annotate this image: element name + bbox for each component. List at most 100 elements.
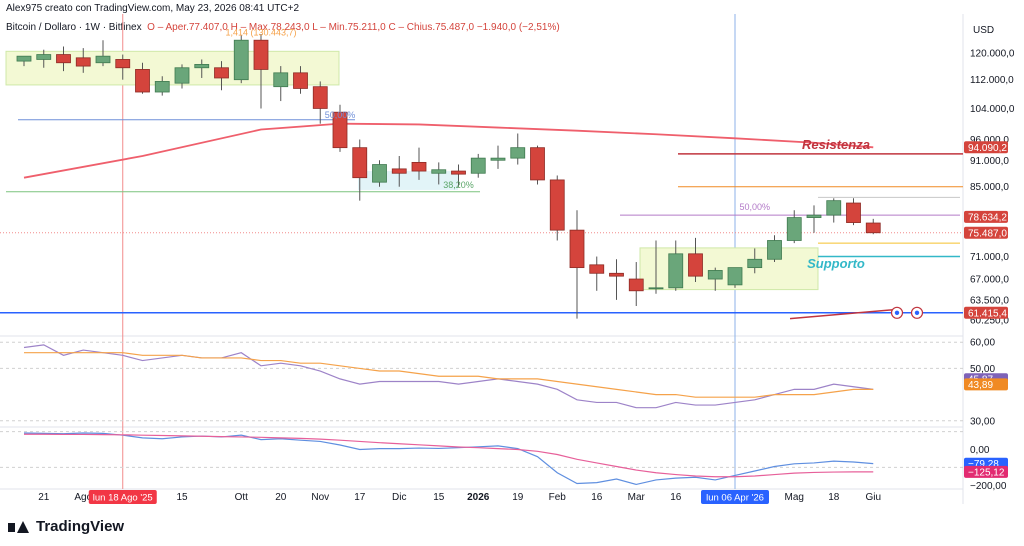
- time-tick-label: 16: [591, 492, 603, 503]
- candle-body: [668, 253, 684, 289]
- price-tag: 61.415,4: [968, 308, 1007, 319]
- candle-body: [727, 267, 743, 286]
- rsi-tick-label: 30,00: [970, 416, 995, 427]
- crosshair-date-label: lun 06 Apr '26: [706, 493, 764, 504]
- chart-header-creator: Alex975 creato con TradingView.com, May …: [6, 3, 300, 14]
- time-tick-label: Ott: [235, 492, 249, 503]
- annotation-label: 1,414 (130.443,7): [225, 28, 296, 38]
- candle-body: [510, 147, 526, 159]
- candle-body: [214, 67, 229, 79]
- cci-ma-line: [24, 433, 874, 478]
- event-flag-icon: [914, 310, 920, 316]
- candle-body: [411, 161, 427, 172]
- time-tick-label: 19: [512, 492, 524, 503]
- price-tag-bg: [964, 226, 1008, 239]
- time-tick-label: 17: [354, 492, 366, 503]
- candle-body: [688, 253, 703, 277]
- rsi-tick-label: 60,00: [970, 338, 995, 349]
- candle-body: [589, 264, 605, 274]
- candle-body: [75, 57, 91, 67]
- candle-body: [372, 164, 387, 183]
- candle-body: [609, 272, 624, 277]
- time-tick-label: Dic: [392, 492, 406, 503]
- ema-line: [23, 122, 874, 179]
- candle-body: [786, 217, 802, 241]
- price-tick-label: 67.000,0: [970, 275, 1009, 286]
- candle-body: [431, 169, 447, 174]
- time-tick-label: Ago: [74, 492, 92, 503]
- time-tick-label: Giu: [865, 492, 881, 503]
- candle-body: [767, 240, 782, 260]
- candle-body: [273, 72, 289, 88]
- candle-body: [530, 147, 545, 181]
- candle-body: [470, 157, 486, 174]
- crosshair-date-label: lun 18 Ago '25: [93, 493, 153, 504]
- price-tag-bg: [964, 210, 1008, 223]
- price-tick-label: 91.000,0: [970, 156, 1009, 167]
- time-tick-label: 15: [433, 492, 445, 503]
- cci-tick-label: 0,00: [970, 445, 990, 456]
- candle-body: [16, 55, 32, 62]
- cci-tag: −79,28: [968, 459, 999, 470]
- rsi-tick-label: 50,00: [970, 364, 995, 375]
- candle-body: [569, 229, 585, 269]
- chart-header-ohlc: Bitcoin / Dollaro · 1W · Bitfinex O – Ap…: [6, 22, 560, 33]
- candle-body: [174, 67, 190, 84]
- time-tick-label: Nov: [311, 492, 329, 503]
- price-tag-bg: [964, 306, 1008, 319]
- time-tick-label: 21: [38, 492, 50, 503]
- candle-body: [391, 168, 407, 174]
- time-tick-label: 18: [828, 492, 840, 503]
- time-tick-label: 15: [176, 492, 188, 503]
- candle-body: [135, 69, 150, 93]
- candle-body: [648, 287, 664, 290]
- time-tick-label: 20: [275, 492, 287, 503]
- price-tick-label: 104.000,0: [970, 104, 1015, 115]
- candle-body: [293, 72, 308, 89]
- candle-body: [826, 200, 842, 216]
- candle-body: [846, 202, 861, 223]
- price-tag: 78.634,2: [968, 212, 1007, 223]
- brand-label: TradingView: [36, 518, 125, 535]
- candle-body: [707, 270, 723, 280]
- price-tag: 75.487,0: [968, 228, 1007, 239]
- cci-tag: −125,12: [968, 467, 1005, 478]
- candle-body: [194, 64, 210, 69]
- cci-tick-label: −200,00: [970, 481, 1007, 492]
- price-axis-unit: USD: [973, 25, 994, 36]
- crosshair-date-bg: [701, 490, 769, 504]
- rsi-tag: 43,89: [968, 380, 993, 391]
- candle-body: [628, 278, 644, 292]
- time-tick-label: Feb: [549, 492, 567, 503]
- rsi-line: [23, 344, 874, 409]
- candle-body: [36, 54, 52, 60]
- time-tick-label: Mag: [785, 492, 804, 503]
- event-flag-icon: [894, 310, 900, 316]
- candle-body: [865, 222, 881, 234]
- time-tick-label: Mar: [628, 492, 646, 503]
- candle-body: [332, 111, 348, 149]
- annotation-label: 50,00%: [739, 202, 770, 212]
- price-tick-label: 85.000,0: [970, 182, 1009, 193]
- time-tick-label: 2026: [467, 492, 490, 503]
- candle-body: [490, 157, 506, 161]
- price-tick-label: 120.000,0: [970, 48, 1015, 59]
- annotation-label: 50,00%: [325, 110, 356, 120]
- candle-body: [253, 39, 269, 70]
- symbol-label[interactable]: Bitcoin / Dollaro · 1W · Bitfinex: [6, 22, 142, 33]
- candle-body: [312, 86, 328, 109]
- candle-body: [56, 54, 71, 64]
- candle-body: [352, 147, 368, 179]
- time-tick-label: 16: [670, 492, 682, 503]
- candle-body: [154, 81, 170, 93]
- price-tick-label: 60.250,0: [970, 316, 1009, 327]
- rsi-ma-line: [24, 352, 874, 398]
- candle-body: [806, 214, 822, 218]
- annotation-label: Resistenza: [802, 137, 870, 152]
- candle-body: [451, 170, 466, 175]
- annotation-label: Supporto: [807, 256, 865, 271]
- range-box-summer: [5, 50, 340, 86]
- price-tick-label: 96.000,0: [970, 135, 1009, 146]
- crosshair-date-bg: [88, 490, 157, 504]
